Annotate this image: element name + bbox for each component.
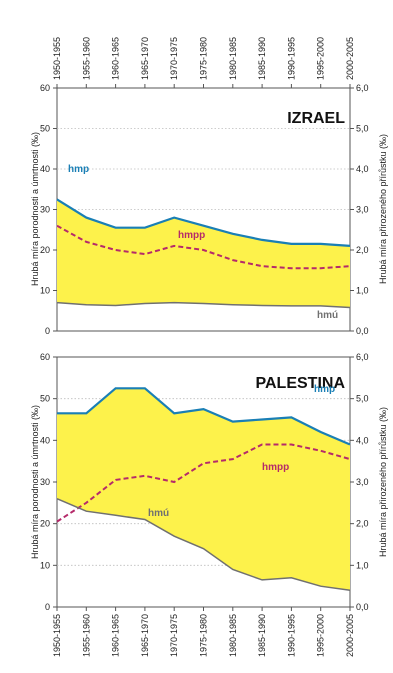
panel-palestina: 0 10 20 30 40 50 60 0,0 1,0 2,0 3,0 4,0 5,0 6,0 PALE… <box>30 352 388 612</box>
x-tick-label: 1965-1970 <box>140 614 150 657</box>
y-tick-label: 50 <box>40 124 50 134</box>
y-tick-label: 60 <box>40 83 50 93</box>
y2-tick-label: 3,0 <box>356 205 369 215</box>
y-tick-label: 30 <box>40 477 50 487</box>
x-tick-label: 1975-1980 <box>199 37 209 80</box>
x-tick-label: 1970-1975 <box>169 614 179 657</box>
series-label-hmu: hmú <box>148 508 169 519</box>
series-label-hmp: hmp <box>68 164 89 175</box>
panel-title: IZRAEL <box>287 110 345 127</box>
y-axis-right: 0,0 1,0 2,0 3,0 4,0 5,0 6,0 <box>350 352 369 612</box>
y-tick-label: 10 <box>40 286 50 296</box>
series-line-hmu <box>56 498 351 592</box>
panel-izrael: 0 10 20 30 40 50 60 0,0 1,0 2,0 3,0 4,0 5,0 6,0 IZRA… <box>30 83 388 336</box>
x-tick-label: 1955-1960 <box>81 37 91 80</box>
x-tick-label: 1985-1990 <box>257 37 267 80</box>
x-tick-label: 1955-1960 <box>81 614 91 657</box>
y2-tick-label: 5,0 <box>356 124 369 134</box>
x-tick-label: 1995-2000 <box>316 614 326 657</box>
y-axis-right: 0,0 1,0 2,0 3,0 4,0 5,0 6,0 <box>350 83 369 336</box>
series-label-hmu: hmú <box>317 310 338 321</box>
y2-tick-label: 1,0 <box>356 286 369 296</box>
top-category-axis: 1950-1955 1955-1960 1960-1965 1965-1970 1970… <box>52 37 355 88</box>
series-label-hmpp: hmpp <box>262 462 289 473</box>
y-tick-label: 20 <box>40 519 50 529</box>
y-tick-label: 40 <box>40 164 50 174</box>
y2-tick-label: 3,0 <box>356 477 369 487</box>
x-tick-label: 1990-1995 <box>286 37 296 80</box>
series-line-hmp <box>57 387 351 446</box>
series-line-hmp <box>56 198 351 247</box>
y2-tick-label: 2,0 <box>356 519 369 529</box>
bottom-category-axis: 1950-1955 1955-1960 1960-1965 1965-1970 1970… <box>52 607 355 657</box>
y-tick-label: 40 <box>40 435 50 445</box>
series-label-hmp: hmp <box>314 384 335 395</box>
x-tick-label: 1985-1990 <box>257 614 267 657</box>
y-axis-right-title: Hrubá míra přirozeného přírůstku (‰) <box>378 134 388 284</box>
y-tick-label: 0 <box>45 326 50 336</box>
area-fill <box>57 388 350 591</box>
x-tick-label: 1965-1970 <box>140 37 150 80</box>
series-line-hmpp <box>56 443 351 523</box>
x-tick-label: 1995-2000 <box>316 37 326 80</box>
x-tick-label: 1950-1955 <box>52 614 62 657</box>
y-tick-label: 60 <box>40 352 50 362</box>
y2-tick-label: 6,0 <box>356 83 369 93</box>
x-tick-label: 1970-1975 <box>169 37 179 80</box>
y2-tick-label: 4,0 <box>356 435 369 445</box>
x-tick-label: 1980-1985 <box>228 614 238 657</box>
x-tick-label: 1960-1965 <box>111 37 121 80</box>
x-tick-label: 1975-1980 <box>199 614 209 657</box>
y2-tick-label: 4,0 <box>356 164 369 174</box>
y-tick-label: 20 <box>40 245 50 255</box>
y2-tick-label: 1,0 <box>356 560 369 570</box>
y2-tick-label: 5,0 <box>356 394 369 404</box>
series-label-hmpp: hmpp <box>178 230 205 241</box>
y2-tick-label: 0,0 <box>356 326 369 336</box>
y-axis-left-title: Hrubá míra porodnosti a úmrtnosti (‰) <box>30 132 40 286</box>
y-tick-label: 0 <box>45 602 50 612</box>
series-line-hmu <box>56 301 351 309</box>
y-tick-label: 30 <box>40 205 50 215</box>
y-axis-left: 0 10 20 30 40 50 60 <box>40 352 57 612</box>
y2-tick-label: 6,0 <box>356 352 369 362</box>
panel-title: PALESTINA <box>256 375 346 392</box>
y-tick-label: 50 <box>40 394 50 404</box>
y-axis-left-title: Hrubá míra porodnosti a úmrtnosti (‰) <box>30 405 40 559</box>
x-tick-label: 1960-1965 <box>111 614 121 657</box>
y-axis-left: 0 10 20 30 40 50 60 <box>40 83 57 336</box>
x-tick-label: 1980-1985 <box>228 37 238 80</box>
y2-tick-label: 2,0 <box>356 245 369 255</box>
x-tick-label: 1990-1995 <box>286 614 296 657</box>
y-axis-right-title: Hrubá míra přirozeného přírůstku (‰) <box>378 407 388 557</box>
x-tick-label: 1950-1955 <box>52 37 62 80</box>
series-line-hmpp <box>56 224 351 270</box>
x-tick-label: 2000-2005 <box>345 37 355 80</box>
y-tick-label: 10 <box>40 560 50 570</box>
x-tick-label: 2000-2005 <box>345 614 355 657</box>
y2-tick-label: 0,0 <box>356 602 369 612</box>
area-fill <box>57 199 350 308</box>
